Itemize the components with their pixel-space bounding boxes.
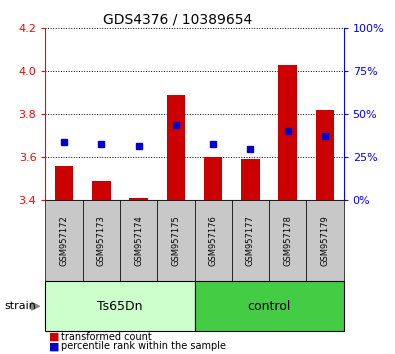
Text: control: control — [247, 300, 291, 313]
Bar — [129, 198, 148, 200]
Text: GSM957175: GSM957175 — [171, 215, 181, 266]
Text: transformed count: transformed count — [61, 332, 152, 342]
Bar — [278, 65, 297, 200]
Bar — [204, 157, 222, 200]
Text: GSM957176: GSM957176 — [209, 215, 218, 266]
Text: GSM957174: GSM957174 — [134, 215, 143, 266]
Text: GSM957177: GSM957177 — [246, 215, 255, 266]
Bar — [55, 166, 73, 200]
Text: GSM957173: GSM957173 — [97, 215, 106, 266]
Text: GDS4376 / 10389654: GDS4376 / 10389654 — [103, 12, 252, 27]
Text: strain: strain — [4, 301, 36, 311]
Bar — [167, 95, 185, 200]
Text: GSM957178: GSM957178 — [283, 215, 292, 266]
Text: Ts65Dn: Ts65Dn — [97, 300, 143, 313]
Bar — [316, 110, 334, 200]
Text: percentile rank within the sample: percentile rank within the sample — [61, 341, 226, 351]
Text: ■: ■ — [49, 341, 60, 351]
Bar — [241, 159, 260, 200]
Text: GSM957179: GSM957179 — [320, 215, 329, 266]
Text: ■: ■ — [49, 332, 60, 342]
Text: GSM957172: GSM957172 — [60, 215, 69, 266]
Bar — [92, 181, 111, 200]
